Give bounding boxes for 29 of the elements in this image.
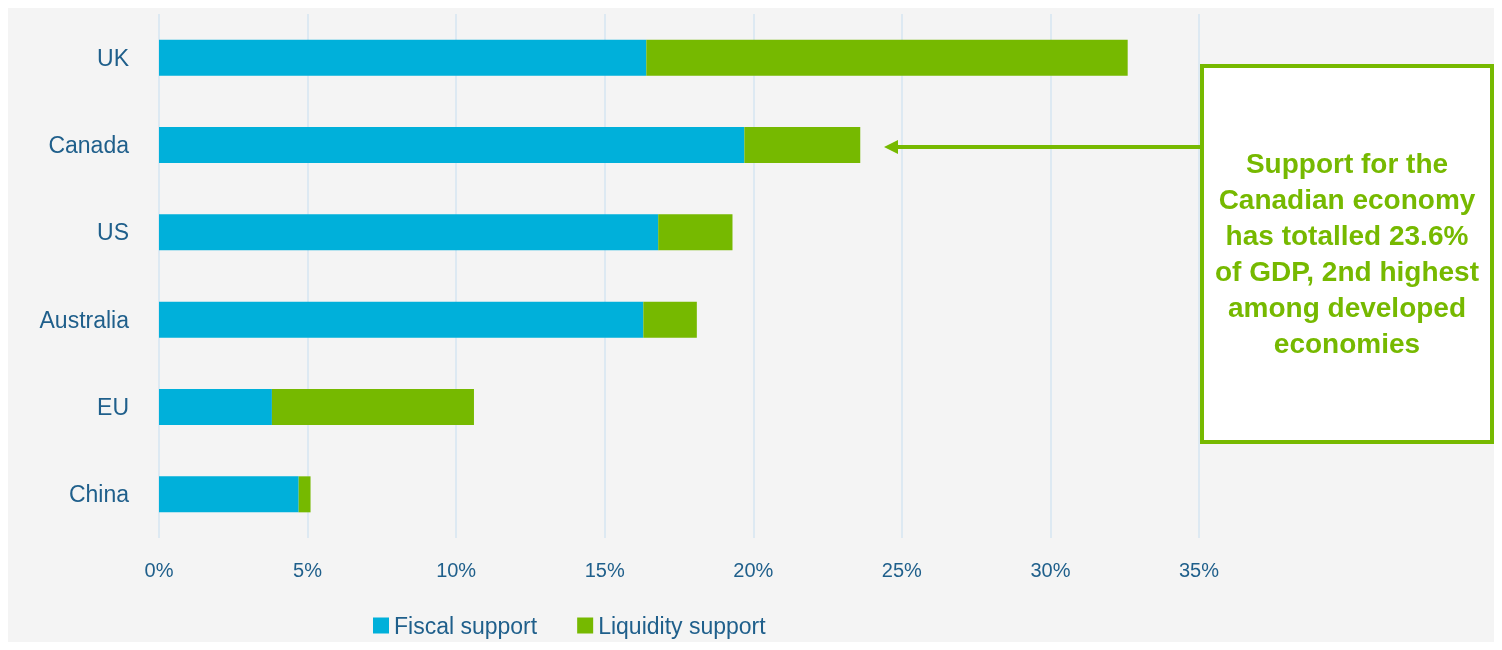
legend-label: Fiscal support	[394, 612, 538, 639]
x-tick-label: 30%	[1030, 559, 1071, 581]
bar	[159, 389, 272, 425]
bar	[298, 476, 311, 513]
bar	[646, 39, 1128, 76]
x-tick-label: 10%	[436, 559, 477, 581]
bar	[744, 127, 861, 163]
x-tick-label: 35%	[1178, 559, 1220, 581]
legend-label: Liquidity support	[598, 612, 767, 639]
y-tick-label: China	[68, 481, 130, 508]
y-tick-label: EU	[97, 394, 129, 420]
text: Support for the Canadian economy has totalled 23.6% of GDP, 2nd highest among developed economies	[1200, 64, 1494, 444]
x-tick-label: 15%	[584, 559, 625, 581]
bar	[643, 301, 697, 338]
y-tick-label: Australia	[39, 306, 130, 333]
bar	[159, 39, 647, 76]
bar	[159, 214, 659, 251]
y-tick-label: Canada	[48, 132, 130, 158]
bar	[159, 127, 745, 163]
x-tick-label: 5%	[293, 559, 323, 581]
x-tick-label: 20%	[733, 559, 774, 581]
x-tick-label: 25%	[881, 559, 923, 581]
bar	[271, 389, 474, 425]
bar	[159, 301, 644, 338]
bar	[658, 214, 733, 251]
bar	[159, 476, 299, 513]
x-tick-label: 0%	[144, 559, 174, 581]
y-tick-label: UK	[97, 44, 130, 71]
y-tick-label: US	[97, 219, 129, 246]
